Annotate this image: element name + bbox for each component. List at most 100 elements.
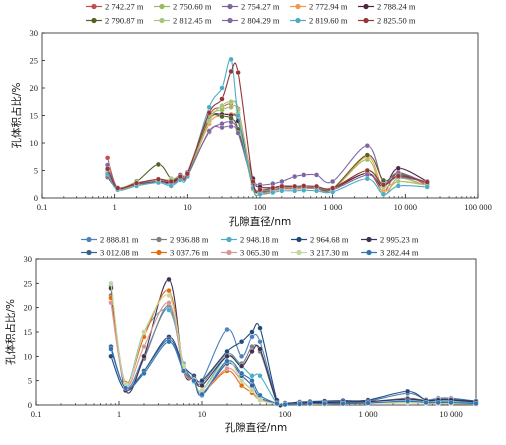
data-point (257, 373, 263, 379)
data-point (365, 400, 371, 406)
data-point (235, 130, 241, 136)
legend-item: 2 812.45 m (154, 16, 212, 26)
legend-swatch-marker (295, 3, 301, 10)
data-point (249, 373, 255, 379)
data-point (380, 191, 387, 197)
legend-1: 2 742.27 m 2 750.60 m 2 754.27 m 2 772.94 m… (86, 2, 416, 26)
data-point (239, 382, 245, 389)
legend-item: 2 888.81 m (81, 235, 139, 245)
y-tick-label: 0 (28, 400, 32, 410)
legend-swatch-marker (296, 249, 302, 256)
data-point (279, 178, 285, 185)
data-point (405, 388, 411, 394)
legend-item: 2 754.27 m (222, 2, 280, 12)
data-point (249, 334, 255, 340)
data-point (257, 191, 263, 197)
data-point (435, 400, 441, 406)
legend-item: 2 772.94 m (290, 2, 348, 12)
legend-label: 2 790.87 m (105, 16, 144, 26)
data-point (249, 378, 255, 384)
legend-swatch-marker (227, 17, 233, 24)
data-point (380, 177, 387, 183)
data-point (141, 344, 147, 350)
series-2-9 (108, 280, 479, 408)
legend-item: 2 825.50 m (358, 16, 416, 26)
data-point (250, 178, 256, 185)
data-point (257, 339, 263, 345)
legend-swatch-marker (226, 236, 232, 243)
data-point (168, 178, 174, 185)
legend-item: 2 819.60 m (290, 16, 348, 26)
legend-label: 2 812.45 m (173, 16, 212, 26)
data-point (424, 184, 430, 190)
legend-label: 3 037.76 m (170, 248, 209, 258)
series-line (107, 58, 428, 197)
legend-item: 2 790.87 m (86, 16, 144, 26)
data-point (297, 401, 303, 407)
series-2-8 (108, 300, 479, 408)
data-point (424, 179, 430, 185)
data-point (219, 85, 225, 91)
legend-label: 2 888.81 m (100, 235, 139, 245)
data-point (228, 68, 234, 75)
series-line (107, 113, 428, 190)
data-point (257, 392, 263, 398)
data-point (108, 346, 114, 352)
legend-item: 2 750.60 m (154, 2, 212, 12)
legend-item: 2 995.23 m (361, 235, 419, 245)
data-point (249, 387, 255, 393)
chart-panel-2: 0 5 10 15 20 25 30 0.1 1 10 100 1 000 10 000 孔隙直径/nm 孔… (4, 235, 479, 434)
legend-label: 3 012.08 m (100, 248, 139, 258)
data-point (141, 370, 147, 376)
x-tick-label: 0.1 (31, 409, 42, 419)
data-point (301, 172, 307, 178)
data-point (166, 288, 172, 294)
data-point (219, 125, 225, 131)
x-tick-label: 100 (279, 409, 292, 419)
legend-label: 2 819.60 m (309, 16, 348, 26)
data-point (199, 378, 205, 384)
data-point (235, 112, 241, 119)
data-point (235, 70, 241, 76)
y-tick-label: 30 (30, 28, 39, 38)
data-point (239, 370, 245, 376)
data-point (249, 348, 255, 355)
data-point (364, 143, 370, 149)
data-point (228, 115, 234, 121)
data-point (279, 188, 285, 194)
legend-item: 2 948.18 m (221, 235, 279, 245)
x-tick-label: 10 (198, 409, 207, 419)
data-point (224, 358, 230, 364)
data-point (364, 167, 370, 174)
data-point (395, 183, 401, 189)
series-line (107, 100, 428, 194)
legend-swatch-marker (366, 249, 372, 256)
data-point (224, 348, 230, 355)
y-tick-label: 20 (24, 303, 33, 313)
legend-label: 2 936.88 m (170, 235, 209, 245)
data-point (270, 189, 276, 196)
y-tick-label: 10 (30, 138, 39, 148)
data-point (123, 385, 129, 391)
legend-label: 2 788.24 m (377, 2, 416, 12)
x-tick-label: 10 000 (439, 409, 462, 419)
data-point (191, 378, 197, 384)
data-point (364, 152, 370, 158)
legend-item: 2 742.27 m (86, 2, 144, 12)
data-point (166, 276, 172, 282)
data-point (206, 118, 212, 124)
data-point (292, 188, 298, 194)
legend-item: 3 217.30 m (291, 248, 349, 258)
legend-swatch-marker (86, 236, 92, 243)
data-point (448, 400, 454, 406)
series-line (110, 283, 477, 406)
data-point (257, 187, 263, 193)
legend-item: 2 964.68 m (291, 235, 349, 245)
data-point (239, 339, 245, 345)
legend-item: 2 936.88 m (151, 235, 209, 245)
series-line (110, 341, 477, 406)
legend-label: 2 804.29 m (241, 16, 280, 26)
legend-swatch-marker (366, 236, 372, 243)
data-point (257, 325, 263, 331)
legend-item: 3 037.76 m (151, 248, 209, 258)
